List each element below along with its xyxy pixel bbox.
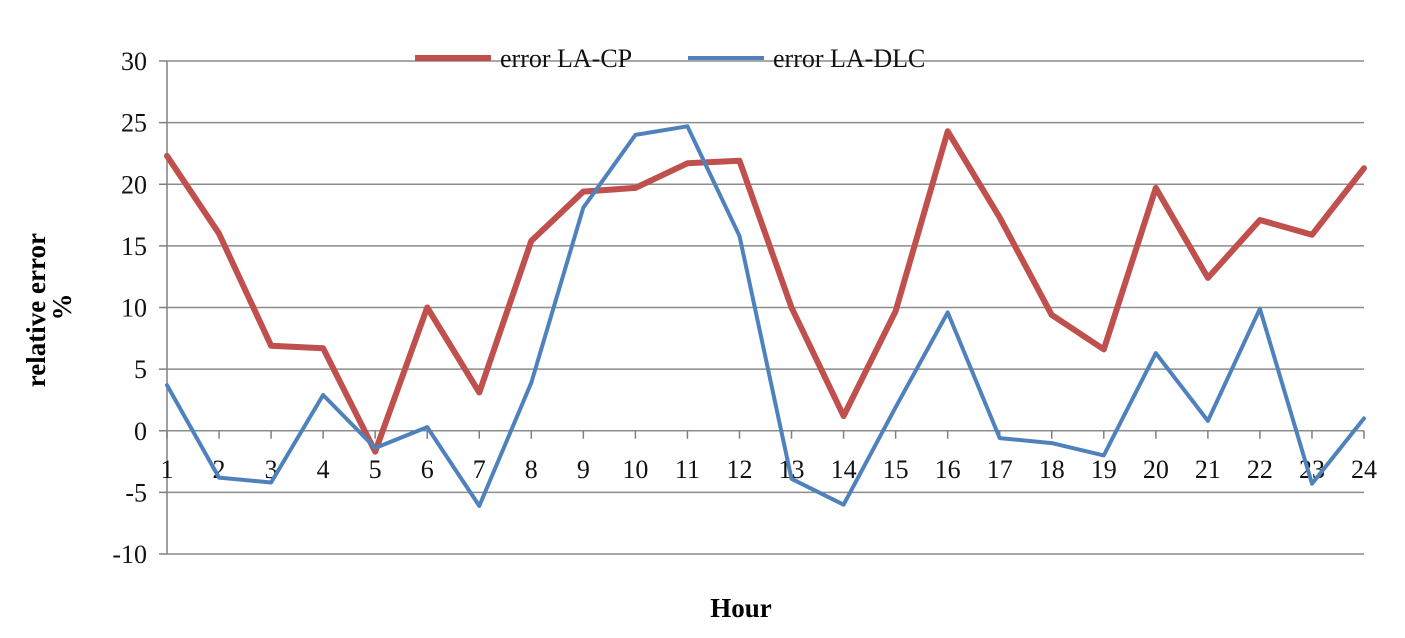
x-tick-label: 12 xyxy=(726,455,752,484)
x-tick-label: 5 xyxy=(369,455,382,484)
series-line-2 xyxy=(165,124,1366,508)
y-tick-label: 30 xyxy=(121,47,147,76)
x-tick-label: 15 xyxy=(883,455,909,484)
y-axis-title-line-1: relative error xyxy=(21,233,51,387)
y-tick-label: -5 xyxy=(125,478,147,507)
legend-label-2: error LA-DLC xyxy=(773,44,925,73)
grid-lines xyxy=(167,60,1364,555)
x-tick-label: 10 xyxy=(622,455,648,484)
x-tick-label: 21 xyxy=(1195,455,1221,484)
x-tick-labels: 1 2 3 4 5 6 7 8 9 10 11 12 13 14 15 16 17 18 19 20 21 22 23 24 xyxy=(161,455,1378,484)
x-tick-label: 4 xyxy=(317,455,330,484)
y-tick-label: 5 xyxy=(134,355,147,384)
x-tick-label: 1 xyxy=(161,455,174,484)
x-tick-label: 14 xyxy=(831,455,857,484)
y-tick-label: 25 xyxy=(121,109,147,138)
y-tick-label: 10 xyxy=(121,294,147,323)
x-tick-label: 16 xyxy=(935,455,961,484)
x-tick-label: 24 xyxy=(1351,455,1377,484)
x-tick-label: 18 xyxy=(1039,455,1065,484)
y-axis-title: relative error % xyxy=(21,227,77,387)
y-tick-labels: -10 -5 0 5 10 15 20 25 30 xyxy=(112,47,147,569)
series-lines xyxy=(164,124,1367,508)
y-tick-label: 20 xyxy=(121,170,147,199)
axes xyxy=(159,60,1365,555)
y-tick-label: -10 xyxy=(112,540,147,569)
x-tick-label: 19 xyxy=(1091,455,1117,484)
x-tick-label: 8 xyxy=(525,455,538,484)
legend-label-1: error LA-CP xyxy=(500,44,632,73)
y-tick-label: 0 xyxy=(134,417,147,446)
y-tick-label: 15 xyxy=(121,232,147,261)
series-line-1 xyxy=(164,128,1367,455)
x-axis-title: Hour xyxy=(710,593,772,623)
x-tick-label: 7 xyxy=(473,455,486,484)
x-tick-label: 11 xyxy=(675,455,700,484)
x-tick-label: 20 xyxy=(1143,455,1169,484)
legend: error LA-CP error LA-DLC xyxy=(415,44,925,73)
x-tick-label: 9 xyxy=(577,455,590,484)
x-tick-label: 22 xyxy=(1247,455,1273,484)
x-tick-label: 6 xyxy=(421,455,434,484)
x-tick-label: 17 xyxy=(987,455,1013,484)
y-axis-title-line-2: % xyxy=(47,294,77,321)
